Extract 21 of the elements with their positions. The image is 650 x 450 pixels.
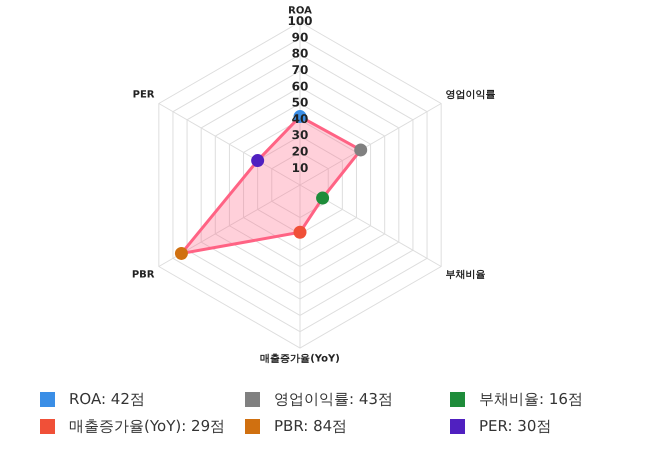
text: PBR: 84점 — [274, 417, 348, 435]
spoke-label: 영업이익률 — [445, 90, 496, 101]
y-tick-label: 60 — [292, 79, 308, 94]
spoke-label: PER — [132, 90, 155, 101]
spoke-label: PBR — [132, 270, 155, 281]
spoke-label: 부채비율 — [445, 270, 486, 281]
text: PER: 30점 — [479, 417, 552, 435]
y-tick-label: 80 — [292, 46, 308, 61]
y-tick-label: 30 — [292, 128, 308, 142]
y-tick-label: 100 — [287, 14, 313, 28]
text: 부채비율: 16점 — [479, 390, 583, 408]
text: 매출증가율(YoY): 29점 — [69, 417, 226, 435]
y-tick-label: 70 — [292, 63, 308, 78]
y-tick-label: 20 — [292, 144, 308, 159]
y-tick-label: 10 — [292, 160, 308, 175]
text: 영업이익률: 43점 — [274, 390, 393, 408]
text: ROA: 42점 — [69, 390, 145, 408]
y-tick-label: 90 — [292, 30, 308, 44]
y-tick-label: 50 — [292, 96, 308, 110]
spoke-label: 매출증가율(YoY) — [260, 354, 340, 365]
spoke-label: ROA — [288, 6, 312, 17]
